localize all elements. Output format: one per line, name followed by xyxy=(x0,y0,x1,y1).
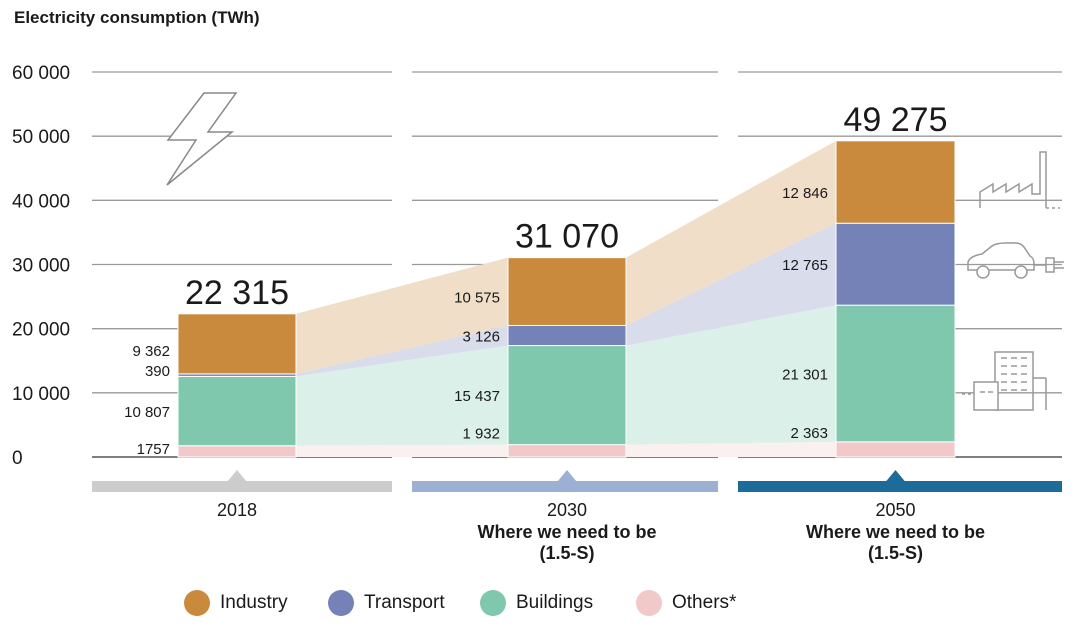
total-label-2050: 49 275 xyxy=(844,101,948,139)
segment-label-buildings-2018: 10 807 xyxy=(124,404,170,421)
legend-item-industry: Industry xyxy=(184,590,288,616)
timeline-marker-2030 xyxy=(557,470,577,482)
timeline-bar-2018 xyxy=(92,481,392,492)
legend-swatch-industry xyxy=(184,590,210,616)
x-category-label-2030: 2030 xyxy=(547,500,587,520)
segment-label-others-2050: 2 363 xyxy=(790,425,828,442)
timeline-bar-2030 xyxy=(412,481,718,492)
bar-industry-2018 xyxy=(177,313,297,375)
bar-buildings-2050 xyxy=(835,304,956,443)
bar-industry-2050 xyxy=(835,140,956,224)
legend-swatch-others xyxy=(636,590,662,616)
flow-band-industry xyxy=(626,140,836,326)
flow-band-buildings xyxy=(626,305,836,445)
legend-item-buildings: Buildings xyxy=(480,590,593,616)
y-tick-label: 20 000 xyxy=(12,320,70,341)
bar-transport-2030 xyxy=(507,324,627,347)
y-tick-label: 60 000 xyxy=(12,63,70,84)
factory-icon xyxy=(979,151,1060,209)
segment-label-buildings-2050: 21 301 xyxy=(782,366,828,383)
y-tick-label: 50 000 xyxy=(12,127,70,148)
timeline-bar-2050 xyxy=(738,481,1062,492)
legend: Industry Transport Buildings Others* xyxy=(0,590,1080,626)
flow-band-others xyxy=(296,444,508,457)
legend-label-buildings: Buildings xyxy=(516,592,594,613)
timeline-marker-2018 xyxy=(227,470,247,482)
legend-label-others: Others* xyxy=(672,592,737,613)
x-category-subtitle: Where we need to be xyxy=(477,522,656,542)
segment-label-others-2018: 1757 xyxy=(137,441,170,458)
lightning-icon xyxy=(166,92,238,186)
bar-others-2050 xyxy=(835,441,956,458)
timeline-marker-2050 xyxy=(885,470,906,482)
y-tick-label: 30 000 xyxy=(12,256,70,277)
legend-item-others: Others* xyxy=(636,590,736,616)
bar-others-2018 xyxy=(177,445,297,458)
chart-title: Electricity consumption (TWh) xyxy=(14,8,260,27)
flow-band-buildings xyxy=(296,345,508,446)
x-category-label-2050: 2050 xyxy=(875,500,915,520)
total-label-2018: 22 315 xyxy=(185,274,289,312)
x-category-label-2018: 2018 xyxy=(217,500,257,520)
bar-industry-2030 xyxy=(507,257,627,326)
legend-item-transport: Transport xyxy=(328,590,445,616)
y-tick-label: 40 000 xyxy=(12,191,70,212)
y-tick-label: 10 000 xyxy=(12,384,70,405)
segment-label-industry-2018: 9 362 xyxy=(132,343,170,360)
x-category-subtitle: (1.5-S) xyxy=(868,543,923,563)
chart-area: 1757 10 807 390 9 362 22 315 1 932 15 437 3 126… xyxy=(12,63,1064,563)
total-label-2030: 31 070 xyxy=(515,218,619,256)
legend-label-transport: Transport xyxy=(364,592,445,613)
legend-label-industry: Industry xyxy=(220,592,288,613)
segment-label-transport-2050: 12 765 xyxy=(782,257,828,274)
segment-label-transport-2030: 3 126 xyxy=(462,329,500,346)
bar-transport-2050 xyxy=(835,222,956,306)
segment-label-industry-2030: 10 575 xyxy=(454,290,500,307)
segment-label-transport-2018: 390 xyxy=(145,363,170,380)
flow-band-transport xyxy=(626,223,836,346)
legend-swatch-transport xyxy=(328,590,354,616)
bar-others-2030 xyxy=(507,444,627,458)
bar-buildings-2018 xyxy=(177,375,297,447)
car-icon xyxy=(967,242,1064,279)
flow-band-industry xyxy=(296,257,508,374)
y-tick-label: 0 xyxy=(12,448,23,469)
bar-buildings-2030 xyxy=(507,345,627,446)
building-icon xyxy=(962,351,1047,411)
flow-band-others xyxy=(626,441,836,457)
legend-swatch-buildings xyxy=(480,590,506,616)
flow-band-transport xyxy=(296,325,508,377)
segment-label-others-2030: 1 932 xyxy=(462,426,500,443)
segment-label-industry-2050: 12 846 xyxy=(782,185,828,202)
x-category-subtitle: (1.5-S) xyxy=(539,543,594,563)
segment-label-buildings-2030: 15 437 xyxy=(454,388,500,405)
x-category-subtitle: Where we need to be xyxy=(806,522,985,542)
